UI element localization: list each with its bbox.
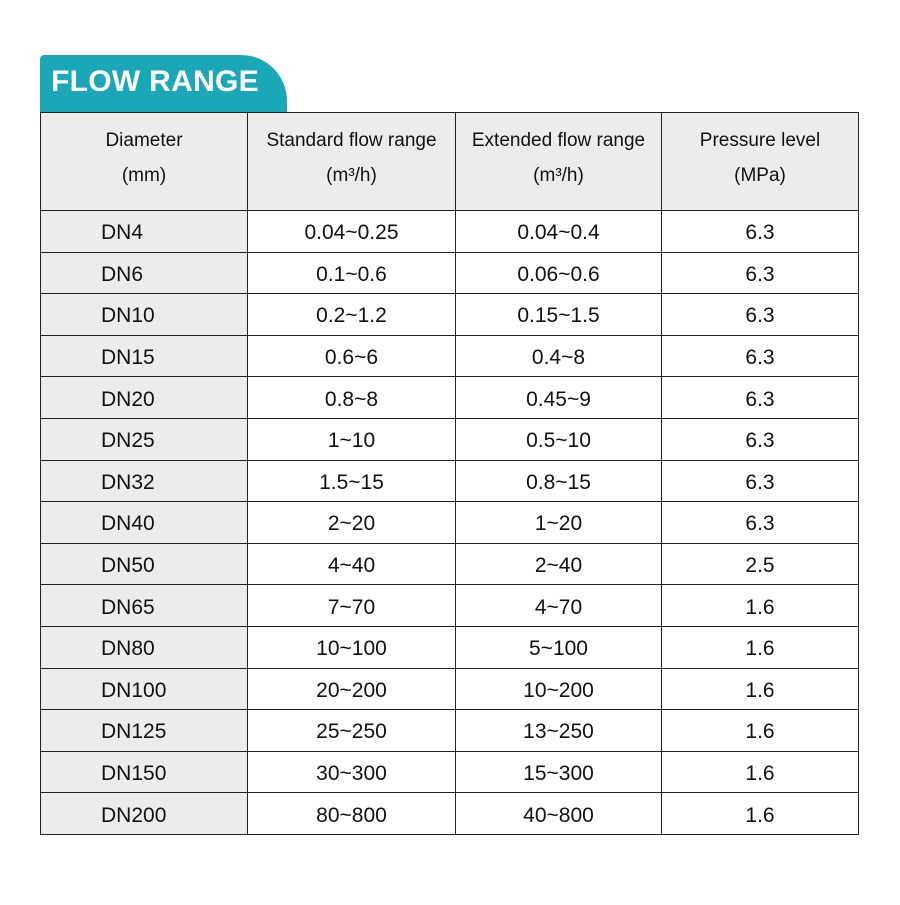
header-label: Standard flow range [266, 130, 437, 151]
cell-pressure: 1.6 [661, 709, 859, 752]
cell-pressure: 6.3 [661, 293, 859, 336]
header-unit: (m³/h) [533, 165, 584, 186]
table-row: DN32 1.5~15 0.8~15 6.3 [40, 459, 859, 503]
cell-pressure: 6.3 [661, 251, 859, 295]
cell-extended-flow: 0.15~1.5 [455, 293, 662, 336]
table-row: DN6 0.1~0.6 0.06~0.6 6.3 [40, 251, 859, 295]
table-row: DN65 7~70 4~70 1.6 [40, 584, 859, 627]
header-label: Diameter [105, 130, 183, 151]
cell-standard-flow: 0.8~8 [247, 376, 456, 419]
table-row: DN40 2~20 1~20 6.3 [40, 501, 859, 544]
cell-extended-flow: 0.5~10 [455, 417, 662, 461]
table-row: DN50 4~40 2~40 2.5 [40, 542, 859, 586]
cell-pressure: 6.3 [661, 501, 859, 544]
table-row: DN150 30~300 15~300 1.6 [40, 750, 859, 794]
cell-extended-flow: 0.06~0.6 [455, 251, 662, 295]
cell-standard-flow: 20~200 [247, 667, 456, 711]
section-title: FLOW RANGE [51, 65, 259, 98]
header-label: Pressure level [699, 130, 821, 151]
cell-diameter: DN80 [40, 625, 248, 669]
cell-pressure: 1.6 [661, 625, 859, 669]
cell-standard-flow: 1~10 [247, 417, 456, 461]
cell-diameter: DN125 [40, 709, 248, 752]
cell-standard-flow: 30~300 [247, 750, 456, 794]
cell-diameter: DN10 [40, 293, 248, 336]
cell-standard-flow: 4~40 [247, 542, 456, 586]
cell-extended-flow: 1~20 [455, 501, 662, 544]
cell-extended-flow: 4~70 [455, 584, 662, 627]
cell-pressure: 6.3 [661, 334, 859, 378]
cell-standard-flow: 7~70 [247, 584, 456, 627]
table-row: DN20 0.8~8 0.45~9 6.3 [40, 376, 859, 419]
cell-diameter: DN200 [40, 792, 248, 835]
cell-extended-flow: 0.8~15 [455, 459, 662, 503]
cell-diameter: DN15 [40, 334, 248, 378]
cell-standard-flow: 0.6~6 [247, 334, 456, 378]
cell-extended-flow: 2~40 [455, 542, 662, 586]
cell-standard-flow: 0.04~0.25 [247, 210, 456, 253]
header-row: Diameter (mm) Standard flow range (m³/h) E… [40, 112, 859, 211]
cell-extended-flow: 5~100 [455, 625, 662, 669]
cell-diameter: DN100 [40, 667, 248, 711]
cell-extended-flow: 0.45~9 [455, 376, 662, 419]
cell-pressure: 1.6 [661, 792, 859, 835]
header-unit: (mm) [121, 165, 167, 186]
flow-range-table: Diameter (mm) Standard flow range (m³/h) E… [40, 112, 859, 835]
cell-standard-flow: 80~800 [247, 792, 456, 835]
cell-standard-flow: 2~20 [247, 501, 456, 544]
table-row: DN100 20~200 10~200 1.6 [40, 667, 859, 711]
cell-diameter: DN25 [40, 417, 248, 461]
cell-standard-flow: 0.1~0.6 [247, 251, 456, 295]
table-row: DN10 0.2~1.2 0.15~1.5 6.3 [40, 293, 859, 336]
table-row: DN4 0.04~0.25 0.04~0.4 6.3 [40, 210, 859, 253]
cell-pressure: 6.3 [661, 417, 859, 461]
cell-pressure: 1.6 [661, 584, 859, 627]
cell-diameter: DN65 [40, 584, 248, 627]
header-unit: (MPa) [734, 165, 786, 186]
table-row: DN200 80~800 40~800 1.6 [40, 792, 859, 835]
cell-extended-flow: 40~800 [455, 792, 662, 835]
cell-standard-flow: 25~250 [247, 709, 456, 752]
cell-diameter: DN150 [40, 750, 248, 794]
cell-diameter: DN20 [40, 376, 248, 419]
cell-diameter: DN40 [40, 501, 248, 544]
header-pressure: Pressure level (MPa) [661, 112, 859, 211]
cell-pressure: 1.6 [661, 667, 859, 711]
cell-diameter: DN50 [40, 542, 248, 586]
table-row: DN15 0.6~6 0.4~8 6.3 [40, 334, 859, 378]
cell-extended-flow: 13~250 [455, 709, 662, 752]
cell-pressure: 1.6 [661, 750, 859, 794]
table-row: DN25 1~10 0.5~10 6.3 [40, 417, 859, 461]
table-row: DN125 25~250 13~250 1.6 [40, 709, 859, 752]
header-unit: (m³/h) [326, 165, 377, 186]
cell-extended-flow: 0.4~8 [455, 334, 662, 378]
cell-diameter: DN32 [40, 459, 248, 503]
cell-diameter: DN4 [40, 210, 248, 253]
cell-standard-flow: 1.5~15 [247, 459, 456, 503]
header-label: Extended flow range [471, 130, 646, 151]
header-standard-flow: Standard flow range (m³/h) [247, 112, 456, 211]
cell-diameter: DN6 [40, 251, 248, 295]
cell-pressure: 6.3 [661, 459, 859, 503]
section-title-tab: FLOW RANGE [40, 55, 287, 113]
cell-pressure: 2.5 [661, 542, 859, 586]
header-extended-flow: Extended flow range (m³/h) [455, 112, 662, 211]
header-diameter: Diameter (mm) [40, 112, 248, 211]
cell-extended-flow: 10~200 [455, 667, 662, 711]
cell-pressure: 6.3 [661, 376, 859, 419]
cell-pressure: 6.3 [661, 210, 859, 253]
cell-standard-flow: 0.2~1.2 [247, 293, 456, 336]
cell-standard-flow: 10~100 [247, 625, 456, 669]
table-row: DN80 10~100 5~100 1.6 [40, 625, 859, 669]
cell-extended-flow: 0.04~0.4 [455, 210, 662, 253]
cell-extended-flow: 15~300 [455, 750, 662, 794]
